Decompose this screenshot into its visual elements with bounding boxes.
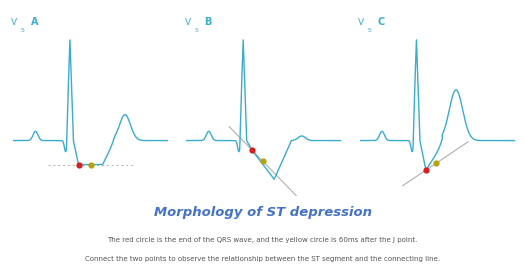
Text: 5: 5 — [21, 27, 25, 32]
Text: B: B — [204, 17, 212, 27]
Text: V: V — [185, 18, 191, 27]
Text: Connect the two points to observe the relationship between the ST segment and th: Connect the two points to observe the re… — [85, 256, 440, 262]
Text: 5: 5 — [194, 27, 198, 32]
Text: Morphology of ST depression: Morphology of ST depression — [153, 206, 372, 219]
Text: 5: 5 — [368, 27, 371, 32]
Text: V: V — [12, 18, 17, 27]
Text: A: A — [31, 17, 39, 27]
Text: C: C — [377, 17, 385, 27]
Text: The red circle is the end of the QRS wave, and the yellow circle is 60ms after t: The red circle is the end of the QRS wav… — [107, 237, 418, 242]
Text: V: V — [358, 18, 364, 27]
